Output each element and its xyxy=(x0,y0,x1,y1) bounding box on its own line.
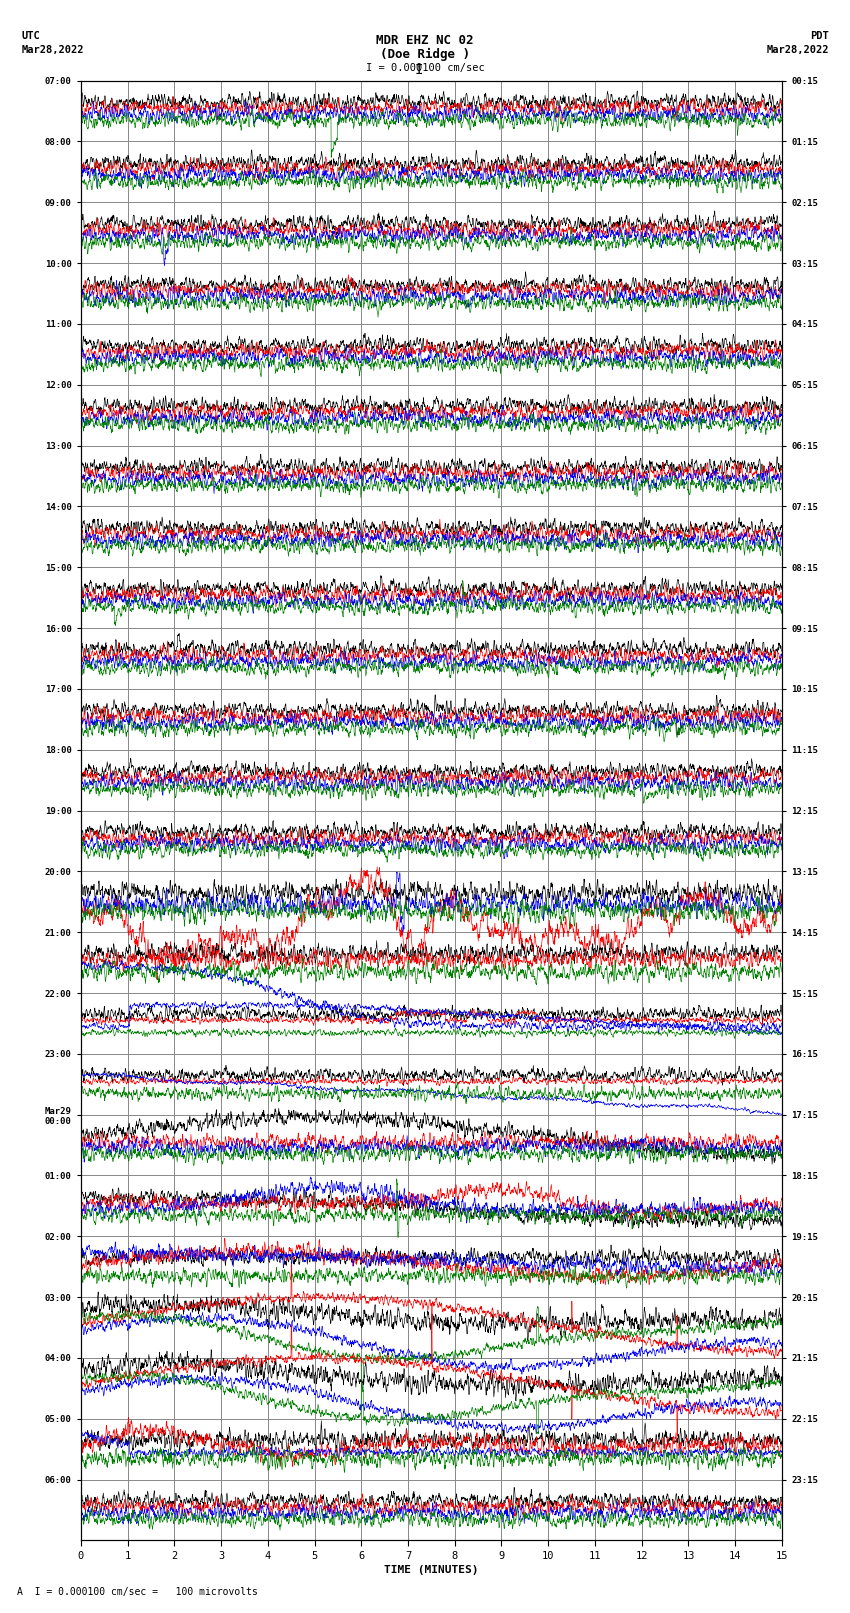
Text: (Doe Ridge ): (Doe Ridge ) xyxy=(380,48,470,61)
X-axis label: TIME (MINUTES): TIME (MINUTES) xyxy=(384,1565,479,1574)
Text: UTC: UTC xyxy=(21,31,40,40)
Text: I = 0.000100 cm/sec: I = 0.000100 cm/sec xyxy=(366,63,484,73)
Text: I: I xyxy=(415,63,423,77)
Text: MDR EHZ NC 02: MDR EHZ NC 02 xyxy=(377,34,473,47)
Text: Mar28,2022: Mar28,2022 xyxy=(766,45,829,55)
Text: Mar28,2022: Mar28,2022 xyxy=(21,45,84,55)
Text: A  I = 0.000100 cm/sec =   100 microvolts: A I = 0.000100 cm/sec = 100 microvolts xyxy=(17,1587,258,1597)
Text: PDT: PDT xyxy=(810,31,829,40)
